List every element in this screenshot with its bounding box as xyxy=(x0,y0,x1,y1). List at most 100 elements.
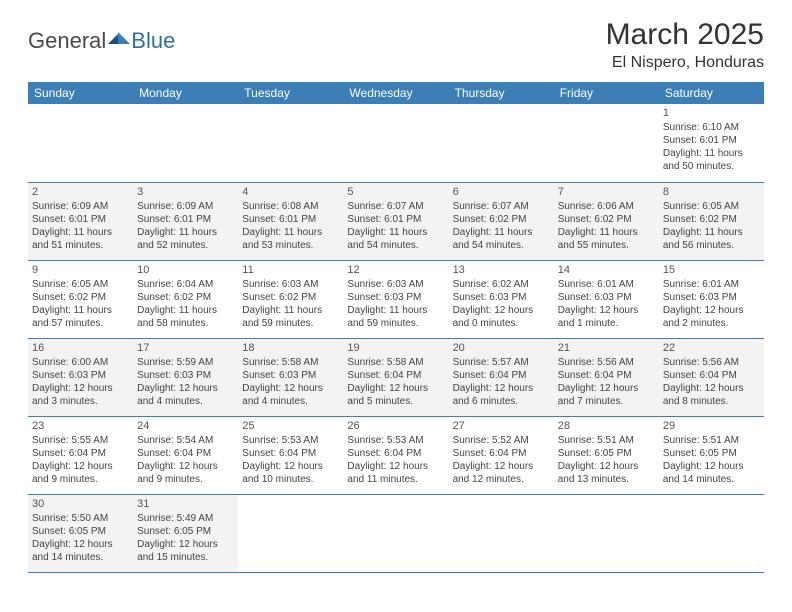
day-number: 15 xyxy=(663,263,760,277)
calendar-day-cell xyxy=(449,104,554,182)
weekday-header: Tuesday xyxy=(238,82,343,104)
sunset-text: Sunset: 6:03 PM xyxy=(137,369,234,382)
day-number: 20 xyxy=(453,341,550,355)
sunset-text: Sunset: 6:02 PM xyxy=(558,213,655,226)
calendar-table: Sunday Monday Tuesday Wednesday Thursday… xyxy=(28,82,764,573)
sunrise-text: Sunrise: 5:50 AM xyxy=(32,512,129,525)
day-number: 30 xyxy=(32,497,129,511)
calendar-day-cell: 1Sunrise: 6:10 AMSunset: 6:01 PMDaylight… xyxy=(659,104,764,182)
calendar-week-row: 23Sunrise: 5:55 AMSunset: 6:04 PMDayligh… xyxy=(28,416,764,494)
location-label: El Nispero, Honduras xyxy=(606,54,764,72)
calendar-day-cell: 29Sunrise: 5:51 AMSunset: 6:05 PMDayligh… xyxy=(659,416,764,494)
daylight-text: Daylight: 12 hours and 10 minutes. xyxy=(242,460,339,486)
sunrise-text: Sunrise: 5:51 AM xyxy=(558,434,655,447)
daylight-text: Daylight: 11 hours and 55 minutes. xyxy=(558,226,655,252)
daylight-text: Daylight: 12 hours and 15 minutes. xyxy=(137,538,234,564)
day-number: 31 xyxy=(137,497,234,511)
sunset-text: Sunset: 6:03 PM xyxy=(32,369,129,382)
sunrise-text: Sunrise: 5:51 AM xyxy=(663,434,760,447)
sunrise-text: Sunrise: 6:07 AM xyxy=(453,200,550,213)
day-number: 25 xyxy=(242,419,339,433)
day-number: 10 xyxy=(137,263,234,277)
calendar-day-cell: 7Sunrise: 6:06 AMSunset: 6:02 PMDaylight… xyxy=(554,182,659,260)
daylight-text: Daylight: 11 hours and 54 minutes. xyxy=(347,226,444,252)
daylight-text: Daylight: 12 hours and 2 minutes. xyxy=(663,304,760,330)
calendar-day-cell xyxy=(343,494,448,572)
calendar-day-cell: 3Sunrise: 6:09 AMSunset: 6:01 PMDaylight… xyxy=(133,182,238,260)
day-number: 21 xyxy=(558,341,655,355)
day-number: 26 xyxy=(347,419,444,433)
calendar-day-cell: 5Sunrise: 6:07 AMSunset: 6:01 PMDaylight… xyxy=(343,182,448,260)
sunset-text: Sunset: 6:04 PM xyxy=(137,447,234,460)
sunrise-text: Sunrise: 5:58 AM xyxy=(347,356,444,369)
calendar-day-cell: 14Sunrise: 6:01 AMSunset: 6:03 PMDayligh… xyxy=(554,260,659,338)
sunset-text: Sunset: 6:04 PM xyxy=(242,447,339,460)
sunset-text: Sunset: 6:04 PM xyxy=(347,369,444,382)
sunrise-text: Sunrise: 6:01 AM xyxy=(558,278,655,291)
sunrise-text: Sunrise: 5:56 AM xyxy=(558,356,655,369)
sunrise-text: Sunrise: 6:04 AM xyxy=(137,278,234,291)
day-number: 29 xyxy=(663,419,760,433)
calendar-week-row: 30Sunrise: 5:50 AMSunset: 6:05 PMDayligh… xyxy=(28,494,764,572)
calendar-day-cell: 27Sunrise: 5:52 AMSunset: 6:04 PMDayligh… xyxy=(449,416,554,494)
calendar-day-cell: 31Sunrise: 5:49 AMSunset: 6:05 PMDayligh… xyxy=(133,494,238,572)
day-number: 17 xyxy=(137,341,234,355)
sunset-text: Sunset: 6:05 PM xyxy=(32,525,129,538)
sunrise-text: Sunrise: 5:52 AM xyxy=(453,434,550,447)
calendar-day-cell: 21Sunrise: 5:56 AMSunset: 6:04 PMDayligh… xyxy=(554,338,659,416)
calendar-day-cell xyxy=(554,494,659,572)
daylight-text: Daylight: 12 hours and 13 minutes. xyxy=(558,460,655,486)
day-number: 2 xyxy=(32,185,129,199)
weekday-header: Saturday xyxy=(659,82,764,104)
sunrise-text: Sunrise: 5:54 AM xyxy=(137,434,234,447)
sunrise-text: Sunrise: 6:05 AM xyxy=(32,278,129,291)
sunrise-text: Sunrise: 6:02 AM xyxy=(453,278,550,291)
sunrise-text: Sunrise: 5:56 AM xyxy=(663,356,760,369)
daylight-text: Daylight: 11 hours and 52 minutes. xyxy=(137,226,234,252)
calendar-day-cell: 22Sunrise: 5:56 AMSunset: 6:04 PMDayligh… xyxy=(659,338,764,416)
day-number: 22 xyxy=(663,341,760,355)
sunrise-text: Sunrise: 5:53 AM xyxy=(242,434,339,447)
weekday-header: Sunday xyxy=(28,82,133,104)
sunset-text: Sunset: 6:04 PM xyxy=(347,447,444,460)
sunset-text: Sunset: 6:03 PM xyxy=(663,291,760,304)
sunset-text: Sunset: 6:04 PM xyxy=(32,447,129,460)
daylight-text: Daylight: 12 hours and 1 minute. xyxy=(558,304,655,330)
weekday-header: Monday xyxy=(133,82,238,104)
day-number: 5 xyxy=(347,185,444,199)
sunset-text: Sunset: 6:03 PM xyxy=(453,291,550,304)
day-number: 27 xyxy=(453,419,550,433)
sunset-text: Sunset: 6:04 PM xyxy=(453,447,550,460)
daylight-text: Daylight: 12 hours and 5 minutes. xyxy=(347,382,444,408)
sunset-text: Sunset: 6:02 PM xyxy=(663,213,760,226)
sunset-text: Sunset: 6:01 PM xyxy=(242,213,339,226)
day-number: 19 xyxy=(347,341,444,355)
sunset-text: Sunset: 6:01 PM xyxy=(137,213,234,226)
daylight-text: Daylight: 11 hours and 54 minutes. xyxy=(453,226,550,252)
daylight-text: Daylight: 12 hours and 9 minutes. xyxy=(32,460,129,486)
daylight-text: Daylight: 12 hours and 6 minutes. xyxy=(453,382,550,408)
day-number: 16 xyxy=(32,341,129,355)
calendar-day-cell: 6Sunrise: 6:07 AMSunset: 6:02 PMDaylight… xyxy=(449,182,554,260)
calendar-day-cell: 30Sunrise: 5:50 AMSunset: 6:05 PMDayligh… xyxy=(28,494,133,572)
calendar-day-cell xyxy=(554,104,659,182)
sunrise-text: Sunrise: 6:09 AM xyxy=(32,200,129,213)
calendar-day-cell: 4Sunrise: 6:08 AMSunset: 6:01 PMDaylight… xyxy=(238,182,343,260)
calendar-day-cell: 13Sunrise: 6:02 AMSunset: 6:03 PMDayligh… xyxy=(449,260,554,338)
daylight-text: Daylight: 11 hours and 50 minutes. xyxy=(663,147,760,173)
sunset-text: Sunset: 6:01 PM xyxy=(347,213,444,226)
daylight-text: Daylight: 12 hours and 12 minutes. xyxy=(453,460,550,486)
calendar-week-row: 2Sunrise: 6:09 AMSunset: 6:01 PMDaylight… xyxy=(28,182,764,260)
sunrise-text: Sunrise: 6:05 AM xyxy=(663,200,760,213)
sunset-text: Sunset: 6:05 PM xyxy=(137,525,234,538)
day-number: 8 xyxy=(663,185,760,199)
daylight-text: Daylight: 11 hours and 59 minutes. xyxy=(242,304,339,330)
calendar-day-cell: 18Sunrise: 5:58 AMSunset: 6:03 PMDayligh… xyxy=(238,338,343,416)
calendar-day-cell: 9Sunrise: 6:05 AMSunset: 6:02 PMDaylight… xyxy=(28,260,133,338)
sunrise-text: Sunrise: 5:53 AM xyxy=(347,434,444,447)
day-number: 13 xyxy=(453,263,550,277)
day-number: 11 xyxy=(242,263,339,277)
sunset-text: Sunset: 6:01 PM xyxy=(663,134,760,147)
calendar-day-cell: 17Sunrise: 5:59 AMSunset: 6:03 PMDayligh… xyxy=(133,338,238,416)
sunset-text: Sunset: 6:01 PM xyxy=(32,213,129,226)
